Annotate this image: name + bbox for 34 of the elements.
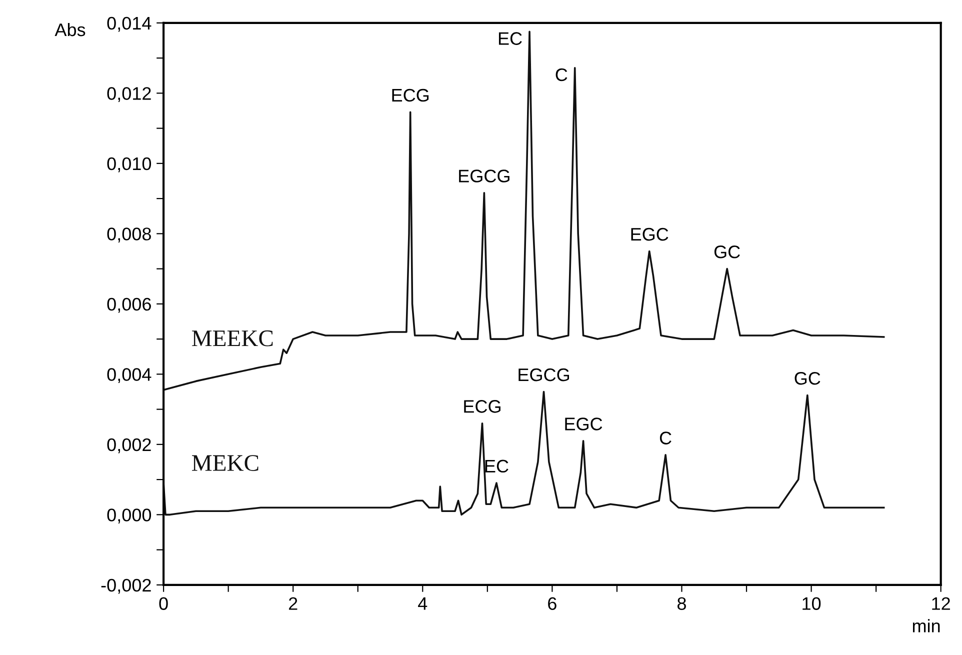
y-tick-label: 0,000: [107, 508, 152, 524]
series-label: MEEKC: [192, 330, 273, 346]
annotation: C: [556, 68, 568, 82]
annotation: EGC: [631, 228, 668, 241]
annotation: EC: [498, 32, 522, 45]
x-tick-label: 0: [159, 597, 168, 610]
y-tick-label: 0,012: [107, 87, 151, 102]
y-tick-label: -0,002: [101, 578, 151, 594]
y-tick-label: 0,010: [107, 157, 152, 172]
x-axis-title: min: [912, 619, 940, 632]
x-tick-label: 6: [548, 597, 556, 610]
y-tick-label: 0,004: [107, 368, 152, 384]
y-axis-title: Abs: [54, 22, 86, 36]
y-tick-label: 0,008: [107, 228, 151, 243]
annotation: EGC: [565, 418, 602, 430]
x-tick-label: 8: [678, 597, 686, 610]
x-tick-label: 12: [932, 597, 950, 610]
series-label: MEKC: [192, 455, 258, 471]
annotation: ECG: [392, 88, 429, 102]
x-tick-label: 4: [418, 597, 428, 610]
y-tick-label: 0,006: [107, 298, 151, 313]
line-series: [164, 30, 885, 391]
x-tick-label: 2: [288, 597, 298, 610]
annotation: EGCG: [459, 170, 510, 182]
annotation: GC: [794, 372, 820, 385]
y-tick-label: 0,002: [107, 438, 151, 454]
annotation: ECG: [464, 400, 500, 413]
annotation: EC: [485, 460, 508, 473]
line-series: [164, 390, 885, 516]
y-tick-label: 0,014: [107, 16, 152, 32]
annotation: C: [660, 432, 672, 444]
x-tick-label: 10: [802, 597, 821, 610]
annotation: EGCG: [518, 368, 570, 382]
annotation: GC: [714, 245, 740, 258]
